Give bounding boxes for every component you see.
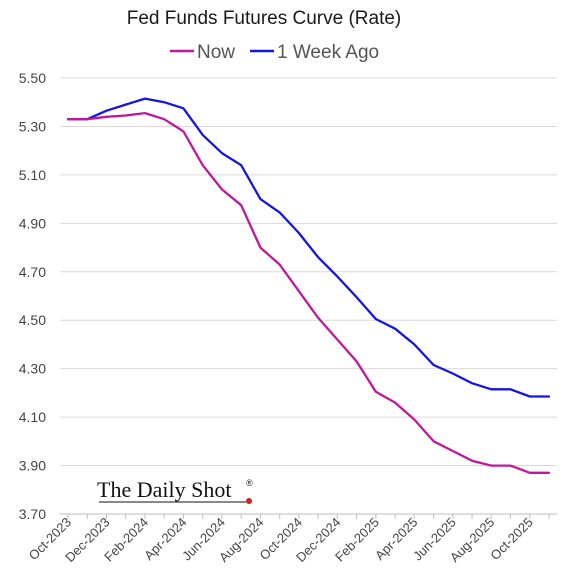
legend-label-1-week-ago: 1 Week Ago (277, 42, 379, 63)
y-tick-label: 4.70 (19, 264, 46, 280)
x-tick-label: Oct-2025 (487, 515, 535, 563)
y-tick-label: 5.30 (19, 118, 46, 134)
series-line-now (66, 111, 551, 474)
registered-mark: ® (246, 478, 253, 488)
y-axis-tick-labels: 5.50 5.30 5.10 4.90 4.70 4.50 4.30 4.10 3.90 3.70 (19, 70, 46, 522)
x-axis: Oct-2023Dec-2023Feb-2024Apr-2024Jun-2024… (26, 513, 557, 565)
y-tick-label: 4.50 (19, 312, 46, 328)
legend-label-now: Now (197, 42, 235, 63)
y-tick-label: 5.10 (19, 167, 46, 183)
series-line-1-week-ago (66, 97, 551, 398)
series-lines (66, 97, 551, 474)
legend: Now 1 Week Ago (170, 42, 379, 63)
y-tick-label: 5.50 (19, 70, 46, 86)
y-tick-label: 4.90 (19, 215, 46, 231)
chart-title: Fed Funds Futures Curve (Rate) (127, 8, 402, 29)
y-tick-label: 4.30 (19, 361, 46, 377)
the-daily-shot-logo: The Daily Shot ® (97, 477, 253, 504)
gridlines (60, 77, 557, 515)
y-tick-label: 3.70 (19, 506, 46, 522)
y-tick-label: 3.90 (19, 458, 46, 474)
logo-dot (246, 498, 252, 504)
y-tick-label: 4.10 (19, 409, 46, 425)
watermark-text: The Daily Shot (97, 477, 231, 502)
